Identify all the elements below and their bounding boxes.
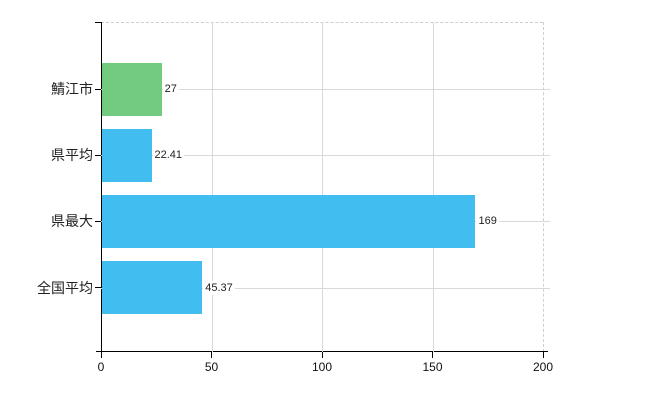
x-axis-tick xyxy=(100,352,102,358)
y-axis-tick xyxy=(95,154,101,156)
x-axis-tick-label: 50 xyxy=(204,360,219,374)
x-axis-tick-label: 200 xyxy=(532,360,554,374)
x-axis-tick-label: 150 xyxy=(422,360,443,374)
category-label: 全国平均 xyxy=(37,279,93,296)
y-axis-top-tick xyxy=(95,22,101,24)
bar-value-label: 22.41 xyxy=(152,148,185,163)
gridline-vertical xyxy=(432,22,434,352)
category-gridline xyxy=(101,89,550,90)
y-axis-tick xyxy=(95,88,101,90)
bar xyxy=(102,194,476,248)
bar xyxy=(102,62,162,116)
x-axis-tick-label: 0 xyxy=(97,360,105,374)
y-axis-tick xyxy=(95,287,101,289)
bar-value-label: 45.37 xyxy=(203,280,235,295)
bar xyxy=(102,128,152,182)
x-axis-tick xyxy=(542,352,544,358)
x-axis-tick xyxy=(211,352,213,358)
y-axis-tick xyxy=(95,220,101,223)
plot-area: 27 22.41 169 45.37 xyxy=(95,22,550,353)
x-axis-tick xyxy=(432,352,434,358)
gridline-vertical xyxy=(211,22,213,352)
plot-right-border xyxy=(543,22,544,352)
category-gridline xyxy=(101,287,550,289)
category-label: 県平均 xyxy=(51,147,93,164)
bar-value-label: 27 xyxy=(162,82,179,96)
bar xyxy=(102,261,203,314)
category-label: 鯖江市 xyxy=(51,81,93,97)
gridline-vertical xyxy=(322,22,323,352)
x-axis-tick xyxy=(321,352,323,358)
y-axis-line xyxy=(101,22,103,352)
category-gridline xyxy=(101,155,550,157)
x-axis-tick-label: 100 xyxy=(311,360,333,374)
bar-value-label: 169 xyxy=(476,214,499,229)
category-label: 県最大 xyxy=(51,213,93,230)
